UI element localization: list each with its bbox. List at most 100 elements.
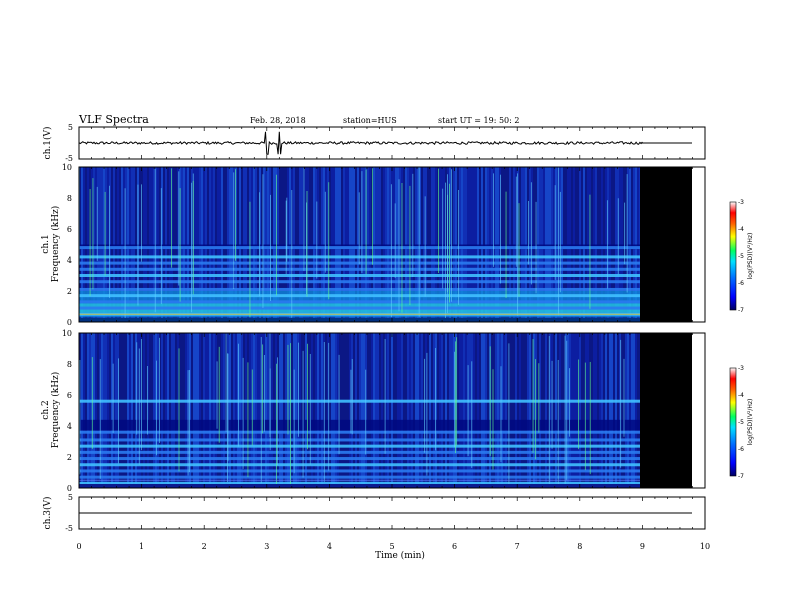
noise-column [149, 333, 151, 488]
noise-column [183, 333, 185, 488]
noise-column [257, 333, 259, 488]
noise-column [533, 333, 535, 488]
noise-column [103, 333, 105, 488]
noise-column [375, 333, 377, 488]
noise-column [609, 333, 611, 488]
noise-column [275, 333, 277, 488]
noise-column [495, 333, 497, 488]
noise-column [335, 333, 337, 488]
frequency-band [79, 463, 643, 467]
noise-column [611, 333, 613, 488]
noise-column [517, 333, 519, 488]
noise-column [487, 333, 489, 488]
noise-column [625, 333, 627, 488]
noise-column [331, 333, 333, 488]
noise-column [279, 333, 281, 488]
noise-column [191, 333, 193, 488]
noise-column [473, 333, 475, 488]
ch2-colorbar-tick-4: -4 [738, 392, 744, 399]
frequency-band [79, 430, 643, 434]
ch2-spectrogram-image [79, 333, 643, 488]
noise-column [337, 333, 339, 488]
noise-column [537, 333, 539, 488]
noise-column [171, 333, 173, 488]
noise-column [175, 333, 177, 488]
xtick-2: 2 [202, 542, 207, 551]
noise-column [505, 333, 507, 488]
noise-column [393, 333, 395, 488]
noise-column [135, 333, 137, 488]
frequency-band [79, 306, 643, 310]
noise-column [259, 333, 261, 488]
noise-column [129, 333, 131, 488]
noise-column [139, 333, 141, 488]
noise-column [585, 333, 587, 488]
noise-column [131, 333, 133, 488]
noise-column [263, 333, 265, 488]
noise-column [231, 333, 233, 488]
noise-column [377, 333, 379, 488]
noise-column [147, 333, 149, 488]
noise-column [197, 333, 199, 488]
bottom-edge [79, 484, 643, 488]
x-axis-label: Time (min) [375, 550, 425, 561]
ch2-ytick-0: 0 [67, 484, 72, 493]
noise-column [209, 333, 211, 488]
frequency-band [79, 261, 643, 265]
noise-column [463, 333, 465, 488]
noise-column [465, 333, 467, 488]
noise-column [233, 333, 235, 488]
noise-column [101, 333, 103, 488]
frequency-band [79, 246, 643, 250]
noise-column [193, 333, 195, 488]
noise-column [529, 333, 531, 488]
noise-column [315, 333, 317, 488]
ch1-colorbar-gradient [729, 201, 737, 311]
ch1-ytick-2: 2 [67, 287, 72, 296]
ch2-spectrogram-ylabel: Frequency (kHz) [50, 372, 61, 449]
ch2-spectrogram-panel: 0 2 4 6 8 10 ch.2 Frequency (kHz) -3 -4 … [41, 329, 754, 493]
noise-column [357, 333, 359, 488]
noise-column [295, 333, 297, 488]
noise-column [301, 333, 303, 488]
noise-column [151, 333, 153, 488]
noise-column [89, 333, 91, 488]
noise-column [383, 333, 385, 488]
ch2-ytick-4: 4 [67, 422, 72, 431]
noise-column [313, 333, 315, 488]
noise-column [373, 333, 375, 488]
noise-column [527, 333, 529, 488]
noise-column [83, 333, 85, 488]
ch2-ytick-8: 8 [67, 360, 72, 369]
noise-column [575, 333, 577, 488]
ch1-spectrogram-yticks: 0 2 4 6 8 10 [62, 163, 72, 327]
noise-column [563, 333, 565, 488]
noise-column [119, 333, 121, 488]
noise-column [483, 333, 485, 488]
ch2-spectrogram-ticks [78, 333, 706, 488]
noise-column [127, 333, 129, 488]
noise-column [85, 333, 87, 488]
noise-column [455, 333, 457, 488]
noise-column [451, 333, 453, 488]
frequency-band [79, 481, 643, 485]
noise-column [421, 333, 423, 488]
noise-column [579, 333, 581, 488]
noise-column [215, 333, 217, 488]
noise-column [419, 333, 421, 488]
noise-column [545, 333, 547, 488]
noise-column [581, 333, 583, 488]
frequency-band [79, 294, 643, 298]
noise-column [143, 333, 145, 488]
ch1-spectrogram-channel-label: ch.1 [41, 234, 51, 253]
noise-column [461, 333, 463, 488]
ch1-ytick-6: 6 [67, 225, 72, 234]
ch1-ylabel: ch.1(V) [42, 127, 53, 160]
noise-column [219, 333, 221, 488]
noise-column [163, 333, 165, 488]
xtick-0: 0 [76, 542, 81, 551]
start-time-label: start UT = 19: 50: 2 [438, 116, 519, 125]
noise-column [389, 333, 391, 488]
noise-column [181, 333, 183, 488]
frequency-band [79, 438, 643, 442]
